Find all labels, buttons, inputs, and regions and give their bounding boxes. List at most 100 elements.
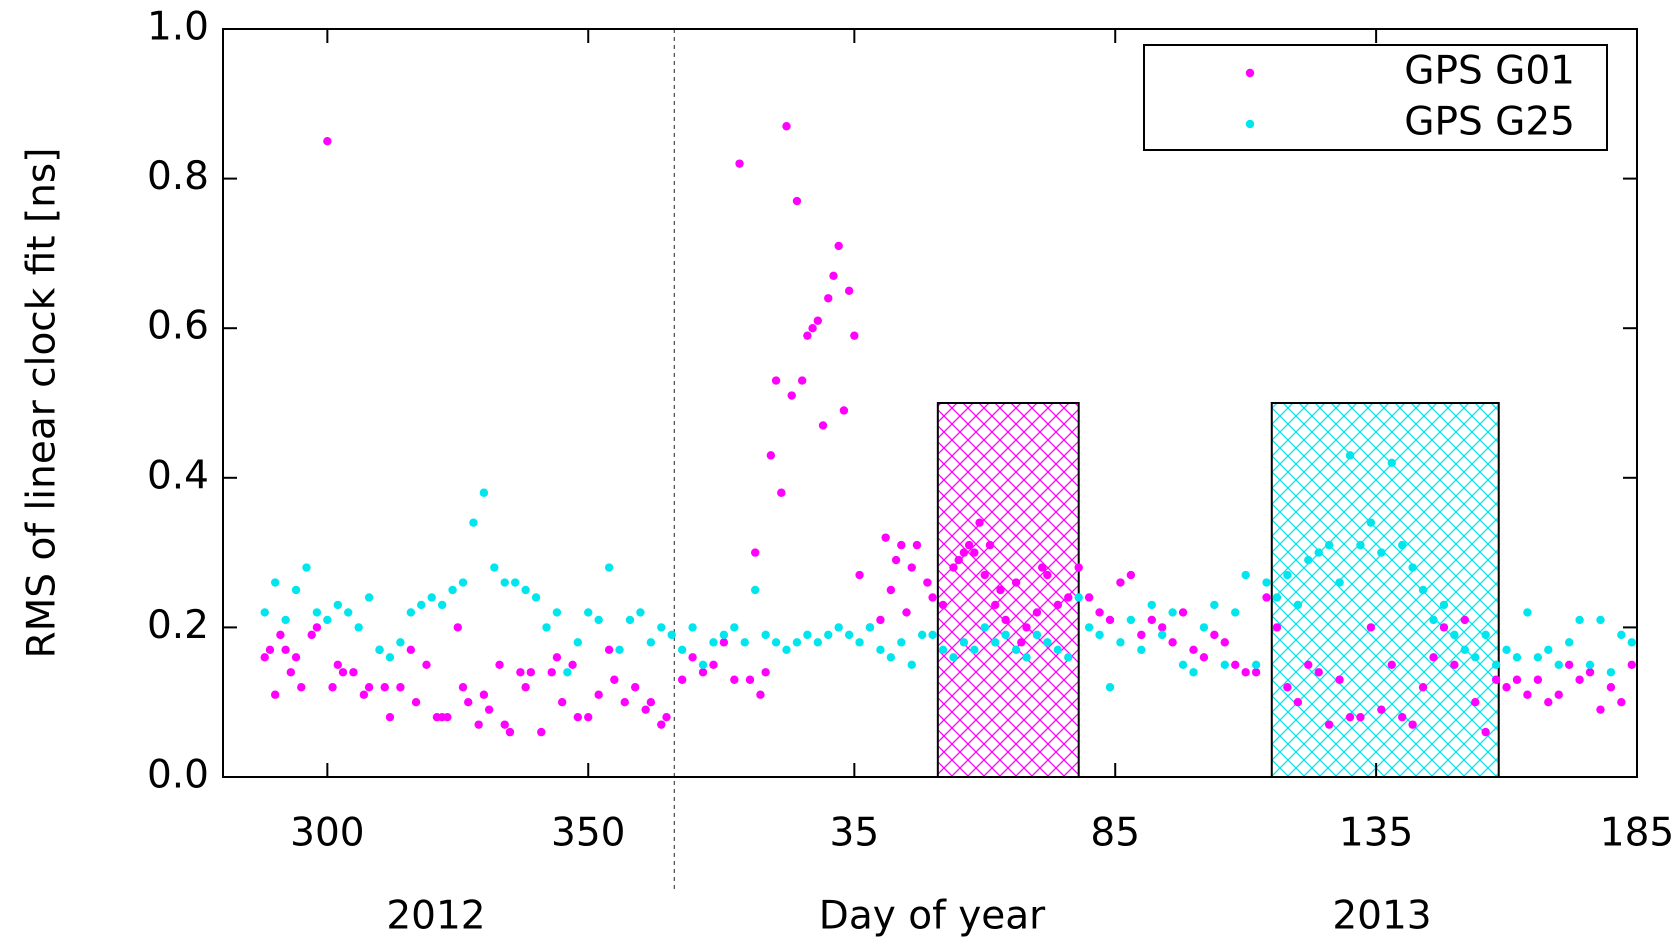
data-point [380, 683, 389, 692]
data-point [1084, 593, 1094, 602]
data-point [756, 690, 765, 699]
data-point [1554, 690, 1563, 699]
data-point [1105, 615, 1115, 625]
data-point [1627, 638, 1636, 647]
data-point [1366, 518, 1376, 527]
data-point [677, 675, 687, 684]
data-point [897, 540, 906, 550]
data-point [829, 271, 838, 281]
data-point [594, 615, 603, 625]
data-point [1377, 705, 1386, 714]
data-point [312, 608, 322, 617]
data-point [803, 331, 812, 340]
data-point [437, 600, 447, 610]
data-point [844, 630, 854, 640]
data-point [604, 563, 614, 572]
data-point [1231, 660, 1240, 669]
data-point [1095, 608, 1104, 617]
data-point [970, 645, 979, 655]
data-point [1627, 660, 1636, 669]
data-point [985, 540, 995, 550]
data-point [876, 645, 885, 655]
data-point [291, 585, 301, 595]
data-point [344, 608, 353, 617]
data-point [745, 675, 755, 684]
data-point [323, 137, 332, 146]
data-point [270, 690, 280, 699]
data-point [751, 585, 760, 595]
data-point [907, 563, 916, 572]
data-point [667, 630, 676, 640]
y-tick-label: 0.8 [147, 154, 209, 199]
highlight-region [936, 402, 1080, 778]
data-point [1283, 683, 1292, 692]
data-point [1460, 615, 1470, 625]
data-point [923, 578, 932, 587]
data-point [276, 630, 285, 640]
data-point [959, 548, 969, 557]
data-point [1606, 683, 1616, 692]
data-point [1324, 720, 1334, 729]
legend-box [1143, 44, 1608, 151]
data-point [1345, 712, 1355, 722]
data-point [1074, 593, 1083, 602]
data-point [281, 615, 290, 625]
data-point [1116, 638, 1125, 647]
data-point [1032, 630, 1042, 640]
data-point [573, 638, 583, 647]
data-point [1272, 623, 1282, 632]
data-point [730, 623, 739, 632]
data-point [1011, 645, 1021, 655]
data-point [526, 668, 536, 677]
data-point [1512, 653, 1522, 662]
data-point [385, 653, 395, 662]
data-point [547, 668, 556, 677]
data-point [1210, 630, 1219, 640]
data-point [1178, 608, 1188, 617]
data-point [897, 638, 906, 647]
data-point [333, 660, 342, 669]
data-point [1001, 630, 1010, 640]
data-point [1137, 645, 1146, 655]
data-point [620, 698, 629, 707]
data-point [698, 668, 708, 677]
data-point [521, 683, 530, 692]
data-point [1064, 593, 1073, 602]
data-point [484, 705, 494, 714]
data-point [1585, 660, 1595, 669]
data-point [970, 548, 979, 557]
data-point [531, 593, 541, 602]
data-point [495, 660, 504, 669]
data-point [500, 578, 509, 587]
data-point [448, 585, 457, 595]
data-point [787, 391, 796, 400]
data-point [677, 645, 687, 655]
data-point [615, 645, 624, 655]
data-point [740, 638, 749, 647]
data-point [1554, 660, 1563, 669]
data-point [1137, 630, 1146, 640]
data-point [735, 159, 744, 168]
data-point [1314, 548, 1323, 557]
data-point [349, 668, 358, 677]
y-tick-label: 0.2 [147, 603, 209, 648]
data-point [1345, 451, 1355, 460]
data-point [1147, 600, 1156, 610]
data-point [761, 668, 770, 677]
data-point [1168, 608, 1177, 617]
data-point [996, 585, 1005, 595]
data-point [1377, 548, 1386, 557]
data-point [834, 241, 843, 251]
data-point [458, 578, 468, 587]
data-point [751, 548, 760, 557]
data-point [260, 608, 269, 617]
data-point [1262, 593, 1271, 602]
data-point [479, 690, 489, 699]
data-point [1481, 727, 1490, 737]
data-point [281, 645, 290, 655]
data-point [563, 668, 572, 677]
data-point [1011, 578, 1021, 587]
legend-label: GPS G01 [1404, 49, 1575, 94]
data-point [1429, 615, 1438, 625]
data-point [688, 623, 697, 632]
